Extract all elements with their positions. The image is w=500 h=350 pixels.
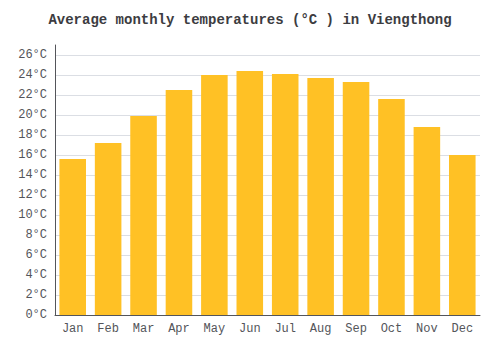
svg-text:Average monthly temperatures (: Average monthly temperatures (°C ) in Vi… bbox=[48, 12, 451, 28]
svg-text:16°C: 16°C bbox=[18, 148, 47, 162]
svg-text:24°C: 24°C bbox=[18, 68, 47, 82]
svg-text:Apr: Apr bbox=[168, 322, 190, 336]
svg-text:Nov: Nov bbox=[416, 322, 438, 336]
svg-text:Oct: Oct bbox=[381, 322, 403, 336]
svg-text:6°C: 6°C bbox=[25, 248, 47, 262]
svg-text:12°C: 12°C bbox=[18, 188, 47, 202]
svg-text:20°C: 20°C bbox=[18, 108, 47, 122]
svg-text:0°C: 0°C bbox=[25, 308, 47, 322]
svg-text:22°C: 22°C bbox=[18, 88, 47, 102]
svg-text:10°C: 10°C bbox=[18, 208, 47, 222]
svg-text:Sep: Sep bbox=[345, 322, 367, 336]
svg-text:8°C: 8°C bbox=[25, 228, 47, 242]
svg-text:Jan: Jan bbox=[62, 322, 84, 336]
svg-text:Dec: Dec bbox=[451, 322, 473, 336]
svg-text:18°C: 18°C bbox=[18, 128, 47, 142]
svg-text:Feb: Feb bbox=[97, 322, 119, 336]
svg-text:14°C: 14°C bbox=[18, 168, 47, 182]
svg-text:2°C: 2°C bbox=[25, 288, 47, 302]
svg-text:4°C: 4°C bbox=[25, 268, 47, 282]
svg-text:Mar: Mar bbox=[133, 322, 155, 336]
svg-text:Jul: Jul bbox=[274, 322, 296, 336]
svg-text:Jun: Jun bbox=[239, 322, 261, 336]
svg-text:26°C: 26°C bbox=[18, 48, 47, 62]
svg-text:May: May bbox=[204, 322, 226, 336]
svg-text:Aug: Aug bbox=[310, 322, 332, 336]
